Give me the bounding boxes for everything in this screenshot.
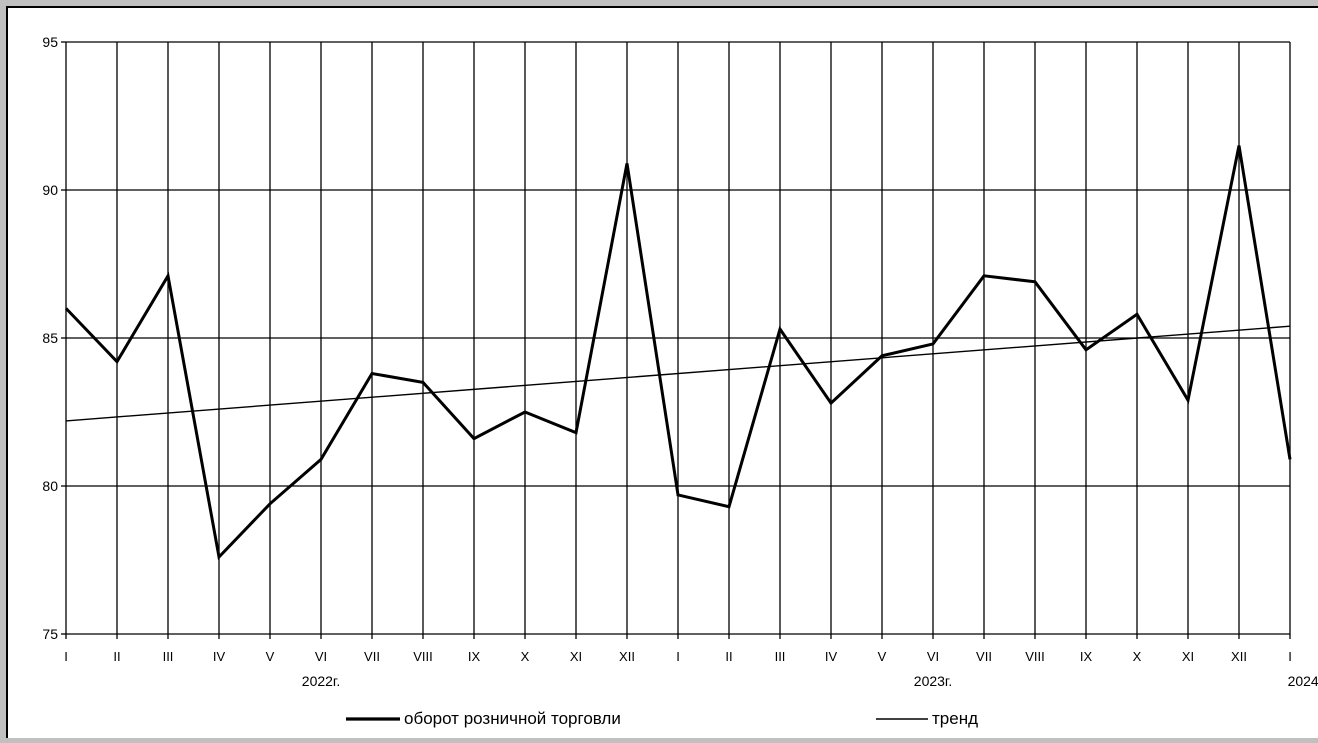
x-tick-label-0: I bbox=[64, 649, 68, 664]
x-tick-label-9: X bbox=[521, 649, 530, 664]
year-label-0: 2022г. bbox=[302, 673, 340, 689]
chart-frame: 95 90 85 80 75 I II III IV V VI VII VIII IX X XI XII I II… bbox=[6, 6, 1318, 738]
x-tick-label-5: VI bbox=[315, 649, 327, 664]
x-tick-label-3: IV bbox=[213, 649, 226, 664]
x-tick-label-12: I bbox=[676, 649, 680, 664]
x-tick-label-18: VII bbox=[976, 649, 992, 664]
x-tick-label-2: III bbox=[163, 649, 174, 664]
series-lines bbox=[64, 145, 1292, 561]
legend-label-trend: тренд bbox=[932, 709, 978, 728]
x-tick-label-22: XI bbox=[1182, 649, 1194, 664]
y-tick-label-85: 85 bbox=[42, 330, 58, 346]
x-tick-label-6: VII bbox=[364, 649, 380, 664]
x-tick-label-15: IV bbox=[825, 649, 838, 664]
x-tick-label-11: XII bbox=[619, 649, 635, 664]
x-tick-label-24: I bbox=[1288, 649, 1292, 664]
x-axis-tick-labels: I II III IV V VI VII VIII IX X XI XII I II III IV V VI VII… bbox=[64, 649, 1292, 664]
x-tick-label-20: IX bbox=[1080, 649, 1093, 664]
year-labels: 2022г. 2023г. 2024г. bbox=[302, 673, 1318, 689]
x-tick-label-14: III bbox=[775, 649, 786, 664]
x-tick-label-21: X bbox=[1133, 649, 1142, 664]
y-tick-label-80: 80 bbox=[42, 478, 58, 494]
y-tick-label-75: 75 bbox=[42, 626, 58, 642]
legend-label-retail-turnover: оборот розничной торговли bbox=[404, 709, 621, 728]
x-tick-label-19: VIII bbox=[1025, 649, 1045, 664]
y-axis-tick-labels: 95 90 85 80 75 bbox=[42, 34, 58, 642]
x-tick-label-23: XII bbox=[1231, 649, 1247, 664]
x-tick-label-4: V bbox=[266, 649, 275, 664]
x-tick-label-17: VI bbox=[927, 649, 939, 664]
x-tick-label-10: XI bbox=[570, 649, 582, 664]
series-line-retail-turnover bbox=[64, 145, 1292, 561]
year-label-2: 2024г. bbox=[1288, 673, 1318, 689]
grid-lines bbox=[61, 41, 1291, 639]
year-label-1: 2023г. bbox=[914, 673, 952, 689]
legend: оборот розничной торговли тренд bbox=[346, 709, 978, 728]
x-tick-label-1: II bbox=[113, 649, 120, 664]
y-tick-label-95: 95 bbox=[42, 34, 58, 50]
series-line-trend bbox=[65, 325, 1291, 422]
x-tick-label-7: VIII bbox=[413, 649, 433, 664]
x-tick-label-16: V bbox=[878, 649, 887, 664]
x-tick-label-13: II bbox=[725, 649, 732, 664]
x-tick-label-8: IX bbox=[468, 649, 481, 664]
y-tick-label-90: 90 bbox=[42, 182, 58, 198]
